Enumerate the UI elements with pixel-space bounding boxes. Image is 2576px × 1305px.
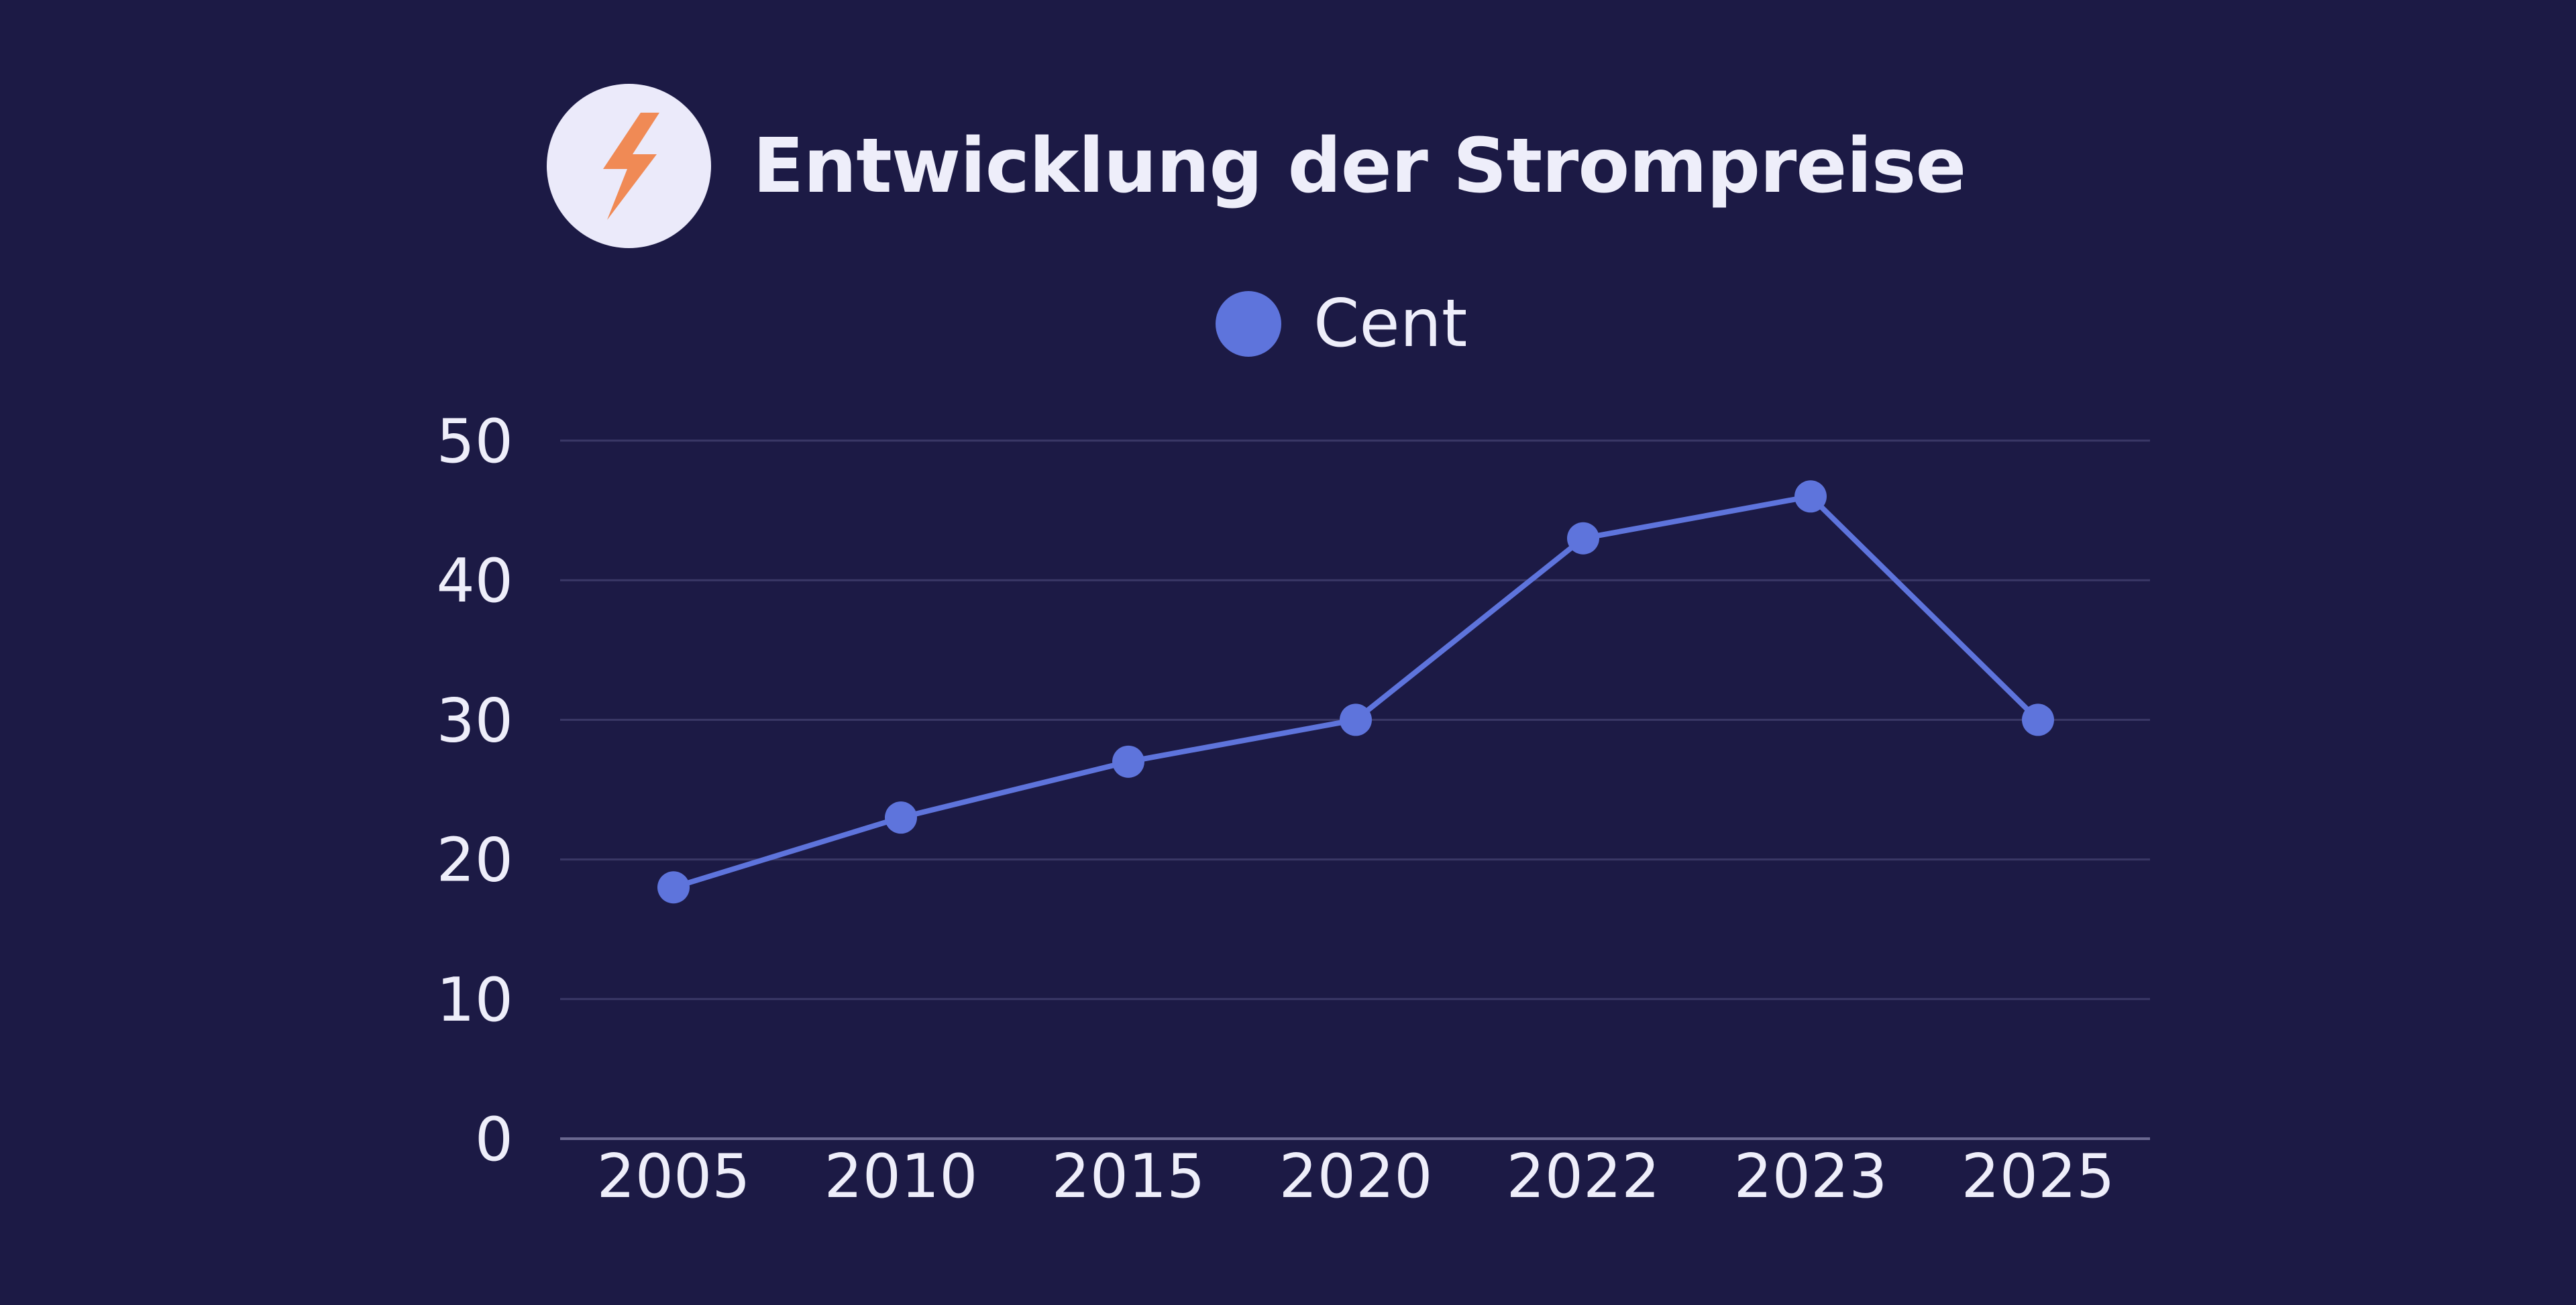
data-point-2025[interactable] [2022, 703, 2054, 736]
x-tick-label: 2005 [596, 1141, 750, 1212]
y-tick-label: 50 [436, 406, 513, 477]
data-point-2022[interactable] [1567, 522, 1599, 555]
chart-header: Entwicklung der Strompreise [547, 84, 1966, 248]
legend-label: Cent [1313, 286, 1468, 362]
data-point-2015[interactable] [1112, 745, 1144, 778]
x-tick-label: 2023 [1733, 1141, 1887, 1212]
chart-legend: Cent [1216, 286, 1467, 362]
lightning-bolt-icon [602, 112, 659, 220]
series-line [671, 494, 2041, 891]
x-tick-label: 2025 [1961, 1141, 2114, 1212]
x-tick-label: 2020 [1279, 1141, 1432, 1212]
data-point-2010[interactable] [885, 801, 917, 834]
legend-swatch [1216, 291, 1281, 357]
series-cent [657, 480, 2054, 904]
y-tick-label: 10 [436, 965, 513, 1035]
logo-badge [547, 84, 711, 248]
data-point-2023[interactable] [1794, 480, 1827, 513]
y-tick-label: 0 [475, 1104, 513, 1175]
x-tick-label: 2015 [1051, 1141, 1205, 1212]
grid-lines [560, 439, 2150, 1140]
y-axis-ticks: 0 10 20 30 40 50 [436, 406, 513, 1175]
x-tick-label: 2022 [1506, 1141, 1660, 1212]
y-tick-label: 40 [436, 546, 513, 616]
chart-title: Entwicklung der Strompreise [753, 122, 1966, 210]
x-axis-ticks: 2005 2010 2015 2020 2022 2023 2025 [596, 1141, 2114, 1212]
y-tick-label: 30 [436, 685, 513, 756]
data-point-2005[interactable] [657, 871, 690, 904]
x-tick-label: 2010 [824, 1141, 977, 1212]
data-point-2020[interactable] [1340, 703, 1372, 736]
y-tick-label: 20 [436, 826, 513, 896]
